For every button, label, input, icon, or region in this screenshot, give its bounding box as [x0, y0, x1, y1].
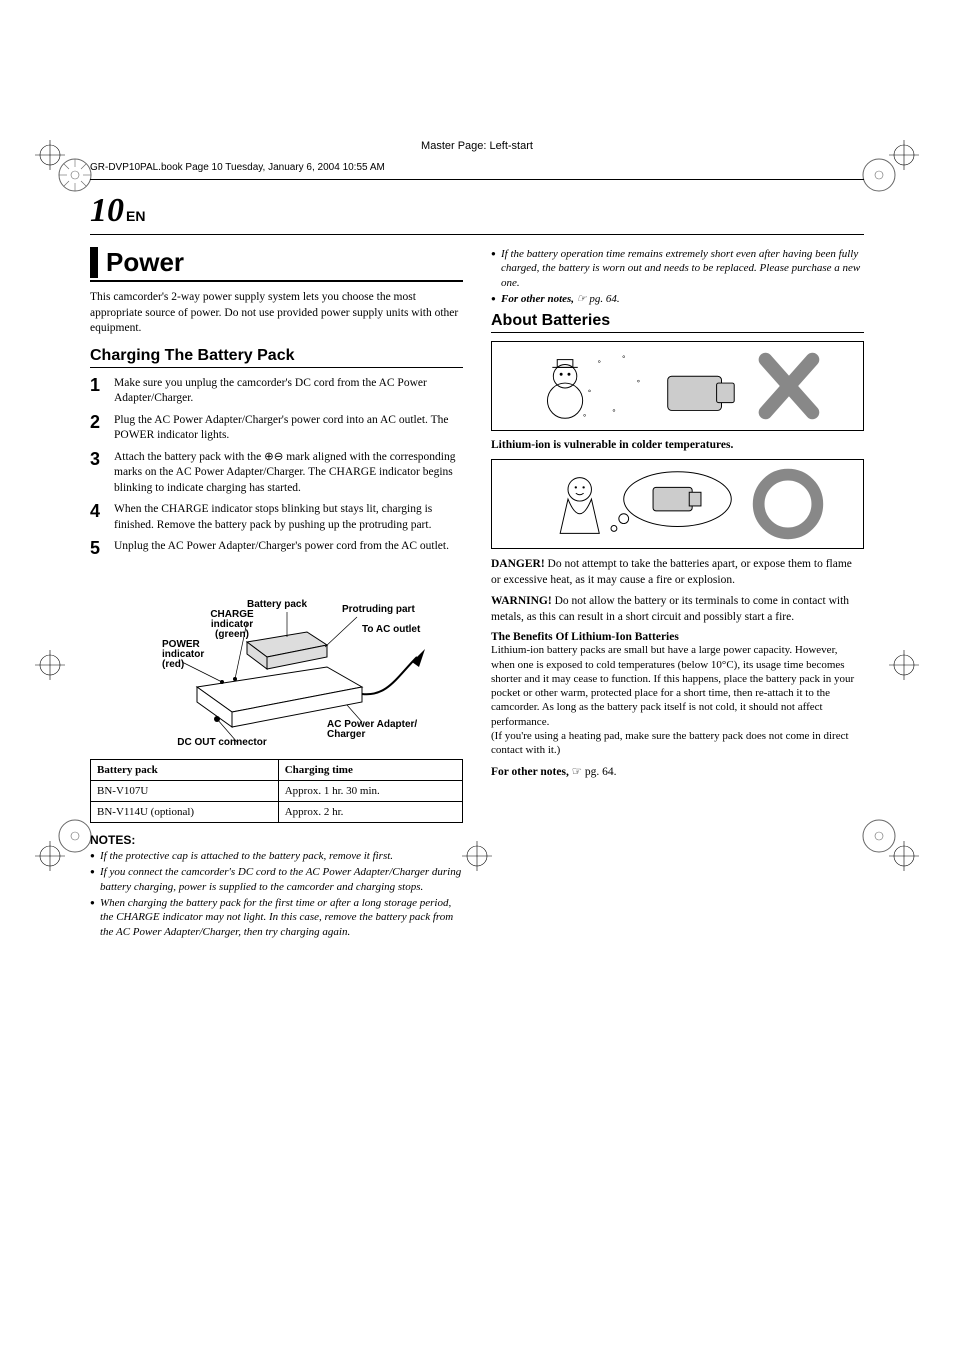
svg-text:Protruding part: Protruding part [342, 604, 415, 615]
table-header-row: Battery pack Charging time [91, 760, 463, 781]
svg-text:DC OUT connector: DC OUT connector [177, 737, 267, 747]
note-item: If the battery operation time remains ex… [491, 247, 864, 290]
table-cell: Approx. 1 hr. 30 min. [278, 781, 462, 802]
step-text: Plug the AC Power Adapter/Charger's powe… [114, 413, 463, 444]
section-underline [90, 280, 463, 282]
right-column: If the battery operation time remains ex… [491, 247, 864, 941]
step-text: Make sure you unplug the camcorder's DC … [114, 376, 463, 407]
step-number: 5 [90, 539, 106, 557]
final-ref-rest: ☞ pg. 64. [572, 766, 617, 778]
svg-text:Battery pack: Battery pack [246, 599, 306, 610]
notes-list-continued: If the battery operation time remains ex… [491, 247, 864, 306]
danger-lead: DANGER! [491, 558, 545, 570]
danger-paragraph: DANGER! Do not attempt to take the batte… [491, 557, 864, 588]
step-text: Attach the battery pack with the ⊕⊖ mark… [114, 450, 463, 497]
warning-lead: WARNING! [491, 595, 552, 607]
page-number: 10EN [90, 192, 864, 230]
note-item: When charging the battery pack for the f… [90, 896, 463, 939]
table-header: Charging time [278, 760, 462, 781]
warning-paragraph: WARNING! Do not allow the battery or its… [491, 594, 864, 625]
charging-heading: Charging The Battery Pack [90, 347, 463, 365]
step-number: 2 [90, 413, 106, 444]
final-reference: For other notes, ☞ pg. 64. [491, 764, 864, 778]
table-cell: Approx. 2 hr. [278, 802, 462, 823]
step: 4 When the CHARGE indicator stops blinkin… [90, 502, 463, 533]
step: 2 Plug the AC Power Adapter/Charger's pow… [90, 413, 463, 444]
intro-paragraph: This camcorder's 2-way power supply syst… [90, 290, 463, 337]
svg-text:(green): (green) [215, 629, 249, 640]
warm-illustration-o [491, 459, 864, 549]
file-header-line: GR-DVP10PAL.book Page 10 Tuesday, Januar… [90, 162, 864, 173]
svg-text:Charger: Charger [327, 729, 365, 740]
charger-diagram: Battery pack CHARGE indicator (green) PO… [90, 567, 463, 747]
step-text: Unplug the AC Power Adapter/Charger's po… [114, 539, 463, 557]
step: 3Attach the battery pack with the ⊕⊖ mar… [90, 450, 463, 497]
benefits-note: (If you're using a heating pad, make sur… [491, 729, 864, 758]
charging-underline [90, 367, 463, 368]
table-cell: BN-V107U [91, 781, 279, 802]
notes-list: If the protective cap is attached to the… [90, 849, 463, 939]
step-number: 4 [90, 502, 106, 533]
step: 1 Make sure you unplug the camcorder's DC… [90, 376, 463, 407]
svg-text:(red): (red) [162, 659, 184, 670]
about-batteries-heading: About Batteries [491, 312, 864, 330]
final-ref-bold: For other notes, [491, 766, 572, 778]
page-lang: EN [126, 208, 145, 224]
cold-caption: Lithium-ion is vulnerable in colder temp… [491, 439, 864, 451]
about-batteries-underline [491, 332, 864, 333]
table-row: BN-V107U Approx. 1 hr. 30 min. [91, 781, 463, 802]
page-number-value: 10 [90, 192, 124, 229]
section-title-power: Power [90, 247, 463, 278]
battery-table: Battery pack Charging time BN-V107U Appr… [90, 759, 463, 823]
table-row: BN-V114U (optional) Approx. 2 hr. [91, 802, 463, 823]
step-number: 3 [90, 450, 106, 497]
benefits-title: The Benefits Of Lithium-Ion Batteries [491, 631, 864, 643]
note-item: If you connect the camcorder's DC cord t… [90, 865, 463, 894]
step-number: 1 [90, 376, 106, 407]
page-number-rule [90, 234, 864, 235]
cold-illustration-x [491, 341, 864, 431]
master-page-label: Master Page: Left-start [90, 140, 864, 152]
svg-text:To AC outlet: To AC outlet [362, 624, 421, 635]
benefits-text: Lithium-ion battery packs are small but … [491, 643, 864, 729]
header-rule [90, 179, 864, 180]
step: 5 Unplug the AC Power Adapter/Charger's p… [90, 539, 463, 557]
note-item: For other notes, ☞ pg. 64. [491, 292, 864, 306]
left-column: Power This camcorder's 2-way power suppl… [90, 247, 463, 941]
step-text: When the CHARGE indicator stops blinking… [114, 502, 463, 533]
table-header: Battery pack [91, 760, 279, 781]
notes-title: NOTES: [90, 833, 463, 847]
note-item: If the protective cap is attached to the… [90, 849, 463, 863]
danger-text: Do not attempt to take the batteries apa… [491, 558, 852, 586]
table-cell: BN-V114U (optional) [91, 802, 279, 823]
